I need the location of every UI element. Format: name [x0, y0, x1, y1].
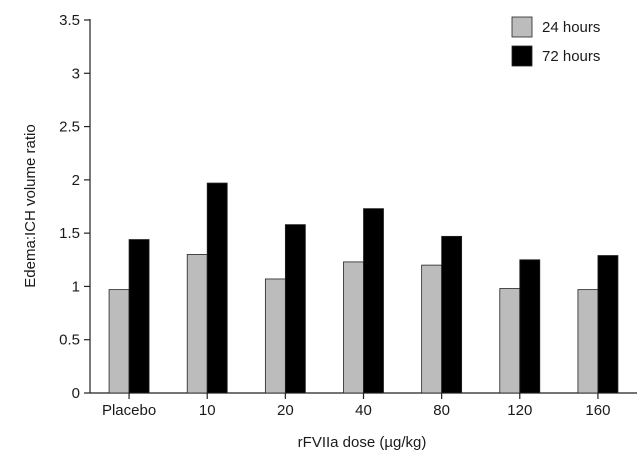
x-tick-label: 10 [199, 402, 216, 419]
legend-label: 24 hours [542, 19, 600, 36]
bar-72-hours-10 [206, 182, 228, 394]
bar-24-hours-120 [499, 288, 521, 394]
x-tick-label: 120 [507, 402, 532, 419]
y-tick-label: 1.5 [59, 225, 80, 242]
bar-72-hours-120 [519, 259, 541, 394]
legend-swatch [511, 45, 533, 67]
bar-24-hours-160 [577, 289, 599, 394]
x-tick-label: Placebo [102, 402, 156, 419]
bar-72-hours-20 [284, 224, 306, 394]
bar-24-hours-80 [421, 264, 443, 394]
bar-24-hours-placebo [108, 289, 130, 394]
bar-24-hours-40 [343, 261, 364, 394]
bar-72-hours-placebo [128, 239, 150, 394]
chart-legend: 24 hours 72 hours [511, 16, 600, 67]
bar-72-hours-80 [441, 235, 463, 394]
x-tick-label: 160 [585, 402, 610, 419]
bar-72-hours-160 [597, 255, 619, 394]
legend-swatch [511, 16, 533, 38]
chart-bars [108, 182, 619, 394]
y-tick-label: 0 [72, 385, 80, 402]
y-tick-label: 2.5 [59, 119, 80, 136]
x-tick-label: 20 [277, 402, 294, 419]
bar-24-hours-20 [264, 278, 286, 394]
y-tick-label: 1 [72, 278, 80, 295]
y-tick-label: 3.5 [59, 12, 80, 29]
legend-label: 72 hours [542, 48, 600, 65]
y-tick-label: 2 [72, 172, 80, 189]
chart-ticks: 0 0.5 1 1.5 2 2.5 3 3.5 Placebo 10 20 40 80 120 160 [59, 12, 610, 419]
y-tick-label: 0.5 [59, 332, 80, 349]
bar-72-hours-40 [363, 208, 384, 394]
y-axis-title: Edema:ICH volume ratio [22, 124, 39, 287]
x-axis-title: rFVIIa dose (µg/kg) [298, 434, 427, 451]
x-tick-label: 80 [433, 402, 450, 419]
x-tick-label: 40 [355, 402, 372, 419]
bar-24-hours-10 [186, 254, 208, 394]
y-tick-label: 3 [72, 65, 80, 82]
